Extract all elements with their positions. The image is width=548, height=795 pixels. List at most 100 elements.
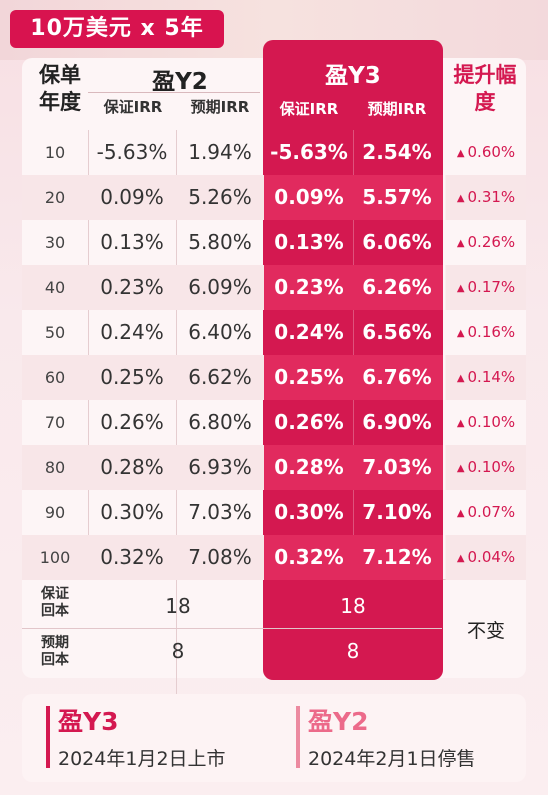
year-cell: 70 (44, 413, 66, 432)
y2-guaranteed-cell: 0.24% (100, 320, 164, 344)
increase-cell: ▲ 0.16% (446, 310, 526, 355)
year-cell: 40 (44, 278, 66, 297)
table-row: 50 0.24% 6.40% 0.24% 6.56% ▲ 0.16% (22, 310, 526, 355)
table-row: 90 0.30% 7.03% 0.30% 7.10% ▲ 0.07% (22, 490, 526, 535)
header-y2-title: 盈Y2 (152, 69, 208, 95)
header-y3-title: 盈Y3 (325, 63, 381, 89)
y2-expected-payback: 8 (171, 639, 185, 663)
table-row: 20 0.09% 5.26% 0.09% 5.57% ▲ 0.31% (22, 175, 526, 220)
up-triangle-icon: ▲ (456, 328, 465, 339)
year-cell: 60 (44, 368, 66, 387)
y3-expected-cell: 7.10% (362, 500, 432, 524)
y3-guaranteed-cell: 0.25% (274, 365, 344, 389)
column-separator (353, 130, 354, 578)
year-cell: 80 (44, 458, 66, 477)
y3-guaranteed-payback: 18 (340, 594, 366, 618)
increase-value: 0.60% (467, 143, 516, 161)
footer-y2-name: 盈Y2 (308, 707, 369, 736)
y3-guaranteed-cell: 0.13% (274, 230, 344, 254)
year-cell: 10 (44, 143, 66, 162)
y3-expected-cell: 6.90% (362, 410, 432, 434)
increase-cell: ▲ 0.10% (446, 445, 526, 490)
y3-expected-cell: 6.06% (362, 230, 432, 254)
y3-guaranteed-cell: 0.30% (274, 500, 344, 524)
expected-payback-row: 预期 回本 8 8 (22, 629, 526, 677)
expected-payback-label: 预期 回本 (41, 635, 69, 668)
column-separator (176, 130, 177, 710)
increase-value: 0.10% (467, 413, 516, 431)
up-triangle-icon: ▲ (456, 148, 465, 159)
table-row: 80 0.28% 6.93% 0.28% 7.03% ▲ 0.10% (22, 445, 526, 490)
y2-guaranteed-cell: 0.25% (100, 365, 164, 389)
y3-guaranteed-cell: 0.28% (274, 455, 344, 479)
y2-guaranteed-cell: -5.63% (96, 140, 168, 164)
up-triangle-icon: ▲ (456, 373, 465, 384)
y2-guaranteed-cell: 0.26% (100, 410, 164, 434)
y2-expected-cell: 1.94% (188, 140, 252, 164)
y3-guaranteed-cell: -5.63% (270, 140, 348, 164)
increase-value: 0.31% (467, 188, 516, 206)
y2-guaranteed-cell: 0.30% (100, 500, 164, 524)
section-divider (22, 628, 442, 629)
year-cell: 90 (44, 503, 66, 522)
up-triangle-icon: ▲ (456, 193, 465, 204)
increase-value: 0.07% (467, 503, 516, 521)
header-y3-expected-irr: 预期IRR (367, 100, 427, 118)
table-row: 70 0.26% 6.80% 0.26% 6.90% ▲ 0.10% (22, 400, 526, 445)
header-y2-expected-irr: 预期IRR (190, 98, 250, 116)
header-y2-guaranteed-irr: 保证IRR (103, 98, 163, 116)
increase-cell: ▲ 0.14% (446, 355, 526, 400)
increase-value: 0.04% (467, 548, 516, 566)
increase-value: 0.17% (467, 278, 516, 296)
increase-value: 0.10% (467, 458, 516, 476)
y2-expected-cell: 5.80% (188, 230, 252, 254)
footer-y2-date: 2024年2月1日停售 (308, 748, 476, 770)
y3-expected-cell: 6.26% (362, 275, 432, 299)
increase-value: 0.26% (467, 233, 516, 251)
increase-value: 0.14% (467, 368, 516, 386)
table-row: 10 -5.63% 1.94% -5.63% 2.54% ▲ 0.60% (22, 130, 526, 175)
launch-info-footer: 盈Y3 2024年1月2日上市 盈Y2 2024年2月1日停售 (22, 694, 526, 782)
y2-guaranteed-cell: 0.09% (100, 185, 164, 209)
y2-expected-cell: 6.09% (188, 275, 252, 299)
table-row: 30 0.13% 5.80% 0.13% 6.06% ▲ 0.26% (22, 220, 526, 265)
guaranteed-payback-label: 保证 回本 (41, 586, 69, 619)
y3-expected-cell: 6.76% (362, 365, 432, 389)
increase-cell: ▲ 0.07% (446, 490, 526, 535)
header-divider (88, 92, 260, 93)
y2-expected-cell: 6.40% (188, 320, 252, 344)
header-y3-guaranteed-irr: 保证IRR (279, 100, 339, 118)
guaranteed-payback-row: 保证 回本 18 18 (22, 580, 526, 628)
y2-expected-cell: 6.80% (188, 410, 252, 434)
column-separator (88, 130, 89, 578)
y3-guaranteed-cell: 0.32% (274, 545, 344, 569)
year-cell: 50 (44, 323, 66, 342)
increase-cell: ▲ 0.60% (446, 130, 526, 175)
table-row: 100 0.32% 7.08% 0.32% 7.12% ▲ 0.04% (22, 535, 526, 580)
increase-cell: ▲ 0.31% (446, 175, 526, 220)
footer-y3-date: 2024年1月2日上市 (58, 748, 226, 770)
footer-y3-name: 盈Y3 (58, 707, 119, 736)
increase-value: 0.16% (467, 323, 516, 341)
y2-guaranteed-cell: 0.13% (100, 230, 164, 254)
header-policy-year: 保单年度 (39, 63, 81, 114)
y3-guaranteed-cell: 0.09% (274, 185, 344, 209)
table-row: 60 0.25% 6.62% 0.25% 6.76% ▲ 0.14% (22, 355, 526, 400)
y3-expected-cell: 2.54% (362, 140, 432, 164)
up-triangle-icon: ▲ (456, 508, 465, 519)
payback-change: 不变 (466, 620, 505, 642)
up-triangle-icon: ▲ (456, 553, 465, 564)
y3-expected-payback: 8 (346, 639, 360, 663)
y3-guaranteed-cell: 0.23% (274, 275, 344, 299)
y2-expected-cell: 6.62% (188, 365, 252, 389)
y2-accent-bar (296, 706, 300, 768)
y2-expected-cell: 6.93% (188, 455, 252, 479)
increase-cell: ▲ 0.04% (446, 535, 526, 580)
y2-expected-cell: 7.03% (188, 500, 252, 524)
year-cell: 100 (39, 548, 71, 567)
y3-guaranteed-cell: 0.26% (274, 410, 344, 434)
up-triangle-icon: ▲ (456, 283, 465, 294)
y3-expected-cell: 7.12% (362, 545, 432, 569)
y3-accent-bar (46, 706, 50, 768)
y2-guaranteed-payback: 18 (165, 594, 191, 618)
